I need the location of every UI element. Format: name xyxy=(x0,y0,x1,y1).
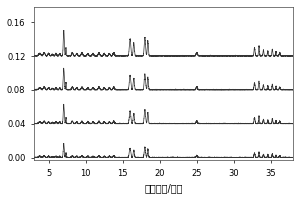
X-axis label: 保留时间/分钟: 保留时间/分钟 xyxy=(144,183,183,193)
